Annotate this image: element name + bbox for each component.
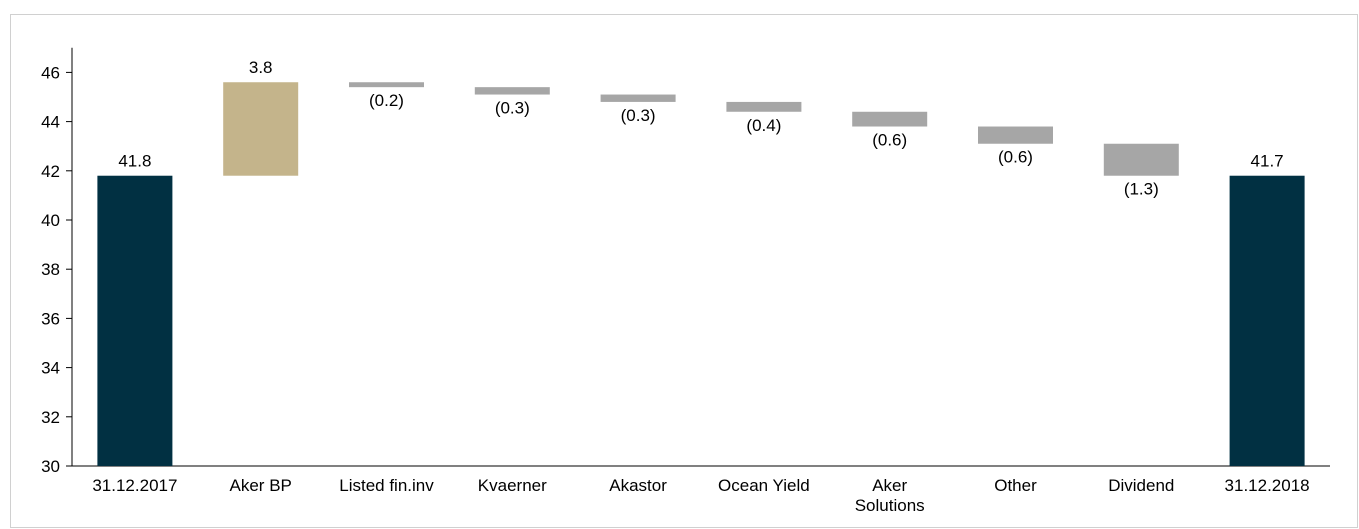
category-label: Other (994, 476, 1037, 495)
data-label: (0.4) (746, 116, 781, 135)
bar-total (1229, 175, 1305, 466)
data-label: (0.6) (998, 148, 1033, 167)
category-labels: 31.12.2017 Aker BP Listed fin.inv Kvaerner A… (92, 476, 1309, 515)
y-tick-label: 38 (41, 260, 60, 279)
category-label: 31.12.2017 (92, 476, 177, 495)
category-label: Aker BP (230, 476, 292, 495)
category-label: Solutions (855, 496, 925, 515)
bar-decrease (349, 82, 424, 88)
bar-decrease (474, 87, 550, 95)
bar-decrease (852, 111, 928, 127)
y-tick-label: 32 (41, 408, 60, 427)
data-label: 3.8 (249, 58, 273, 77)
y-tick-label: 44 (41, 113, 60, 132)
y-tick-label: 46 (41, 63, 60, 82)
bar-decrease (726, 101, 802, 112)
bar-increase (223, 82, 299, 176)
bar-total (97, 175, 173, 466)
y-tick-label: 42 (41, 162, 60, 181)
data-label: 41.8 (118, 152, 151, 171)
y-tick-label: 34 (41, 359, 60, 378)
y-tick-label: 40 (41, 211, 60, 230)
category-label: Ocean Yield (718, 476, 810, 495)
category-label: Aker (872, 476, 907, 495)
y-tick-label: 30 (41, 457, 60, 476)
data-label: (1.3) (1124, 180, 1159, 199)
category-label: Akastor (609, 476, 667, 495)
data-label: (0.3) (621, 106, 656, 125)
bar-decrease (600, 94, 676, 102)
data-label: (0.6) (872, 131, 907, 150)
bar-decrease (1103, 143, 1179, 176)
y-axis: 30 32 34 36 38 40 42 44 46 (41, 47, 73, 476)
category-label: Dividend (1108, 476, 1174, 495)
data-label: (0.2) (369, 91, 404, 110)
data-labels: 41.8 3.8 (0.2) (0.3) (0.3) (0.4) (0.6) (0.6) (1.… (118, 58, 1283, 198)
category-label: 31.12.2018 (1225, 476, 1310, 495)
data-label: 41.7 (1251, 152, 1284, 171)
data-label: (0.3) (495, 99, 530, 118)
category-label: Kvaerner (478, 476, 547, 495)
bar-decrease (978, 126, 1053, 144)
bars (97, 82, 1305, 466)
category-label: Listed fin.inv (339, 476, 434, 495)
y-tick-label: 36 (41, 309, 60, 328)
